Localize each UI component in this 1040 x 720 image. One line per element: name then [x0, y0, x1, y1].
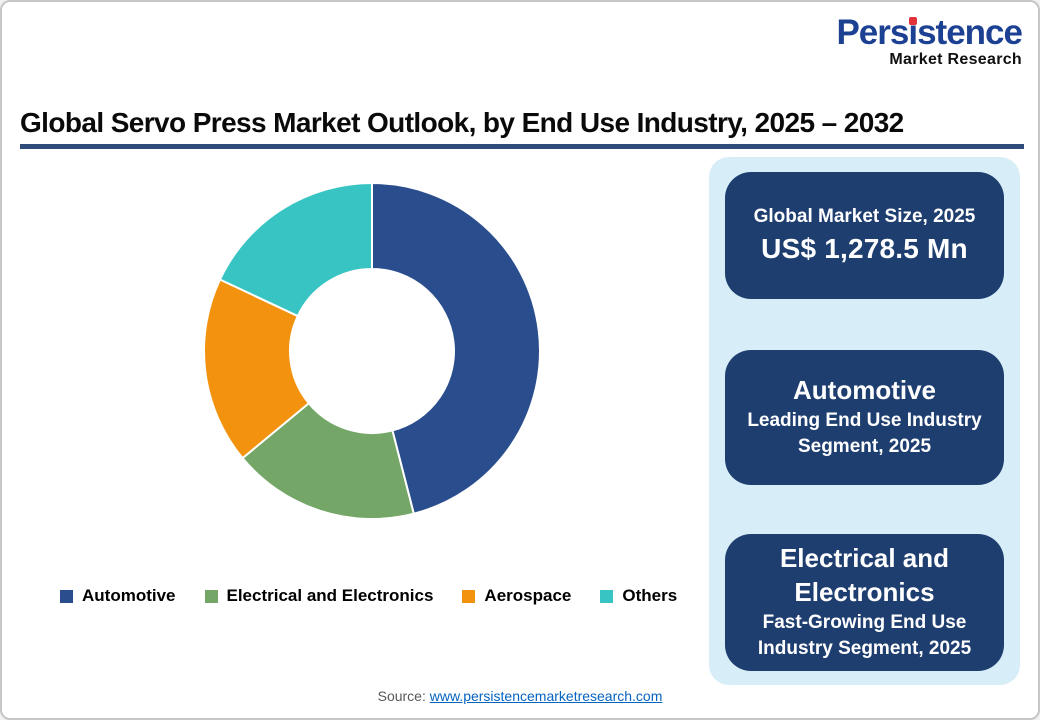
leading-segment-description: Leading End Use Industry Segment, 2025: [747, 409, 982, 458]
legend-label-aerospace: Aerospace: [484, 586, 572, 605]
title-underline: [20, 144, 1024, 149]
logo-letter-i-glyph: i: [908, 13, 918, 52]
logo: Persi stence Market Research: [836, 13, 1023, 69]
donut-segment-automotive: [371, 182, 541, 515]
logo-subtitle: Market Research: [889, 51, 1022, 68]
fast-growing-segment-card: Electrical and Electronics Fast-Growing …: [725, 534, 1004, 671]
fast-growing-segment-name: Electrical and Electronics: [779, 543, 950, 607]
market-size-value: US$ 1,278.5 Mn: [761, 233, 968, 265]
donut-segment-others: [218, 182, 373, 318]
legend-item-others: Others: [600, 586, 677, 606]
leading-segment-name: Automotive: [793, 375, 936, 405]
source-prefix: Source:: [377, 688, 430, 704]
legend-swatch-aerospace: [462, 589, 476, 603]
logo-text-pre: Pers: [836, 13, 909, 52]
legend-swatch-automotive: [60, 589, 73, 603]
source-line: Source: www.persistencemarketresearch.co…: [2, 688, 1038, 704]
logo-brand-name: Persi stence: [836, 13, 1023, 52]
page-title: Global Servo Press Market Outlook, by En…: [20, 107, 904, 138]
fast-growing-segment-description: Fast-Growing End Use Industry Segment, 2…: [757, 611, 972, 660]
legend-label-electrical-and-electronics: Electrical and Electronics: [226, 586, 434, 605]
chart-legend: Automotive Electrical and Electronics Aero…: [60, 586, 677, 606]
source-link[interactable]: www.persistencemarketresearch.com: [429, 688, 663, 704]
logo-text-post: stence: [917, 13, 1023, 52]
donut-segment-aerospace: [202, 278, 310, 460]
legend-label-others: Others: [622, 586, 678, 605]
legend-item-aerospace: Aerospace: [462, 586, 571, 606]
donut-chart: [202, 182, 541, 520]
logo-letter-i: i: [908, 13, 918, 52]
donut-segment-electrical-and-electronics: [241, 402, 415, 520]
market-size-card: Global Market Size, 2025 US$ 1,278.5 Mn: [725, 172, 1004, 299]
info-panel: Global Market Size, 2025 US$ 1,278.5 Mn …: [709, 157, 1020, 685]
legend-swatch-others: [600, 589, 614, 603]
leading-segment-card: Automotive Leading End Use Industry Segm…: [725, 350, 1004, 485]
logo-red-dot-icon: [908, 17, 917, 25]
legend-swatch-electrical-and-electronics: [204, 589, 218, 603]
donut-chart-area: [200, 179, 544, 523]
legend-item-automotive: Automotive: [60, 586, 176, 606]
market-size-label: Global Market Size, 2025: [753, 205, 976, 227]
legend-label-automotive: Automotive: [82, 586, 176, 605]
legend-item-electrical-and-electronics: Electrical and Electronics: [204, 586, 434, 606]
